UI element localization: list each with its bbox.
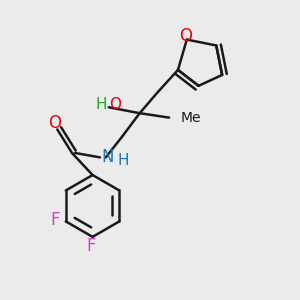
Text: O: O — [48, 115, 61, 133]
Text: F: F — [86, 237, 96, 255]
Text: O: O — [109, 97, 121, 112]
Text: F: F — [51, 211, 60, 229]
Text: H: H — [96, 97, 107, 112]
Text: Me: Me — [181, 111, 201, 124]
Text: H: H — [118, 153, 129, 168]
Text: N: N — [101, 148, 114, 166]
Text: O: O — [179, 27, 192, 45]
